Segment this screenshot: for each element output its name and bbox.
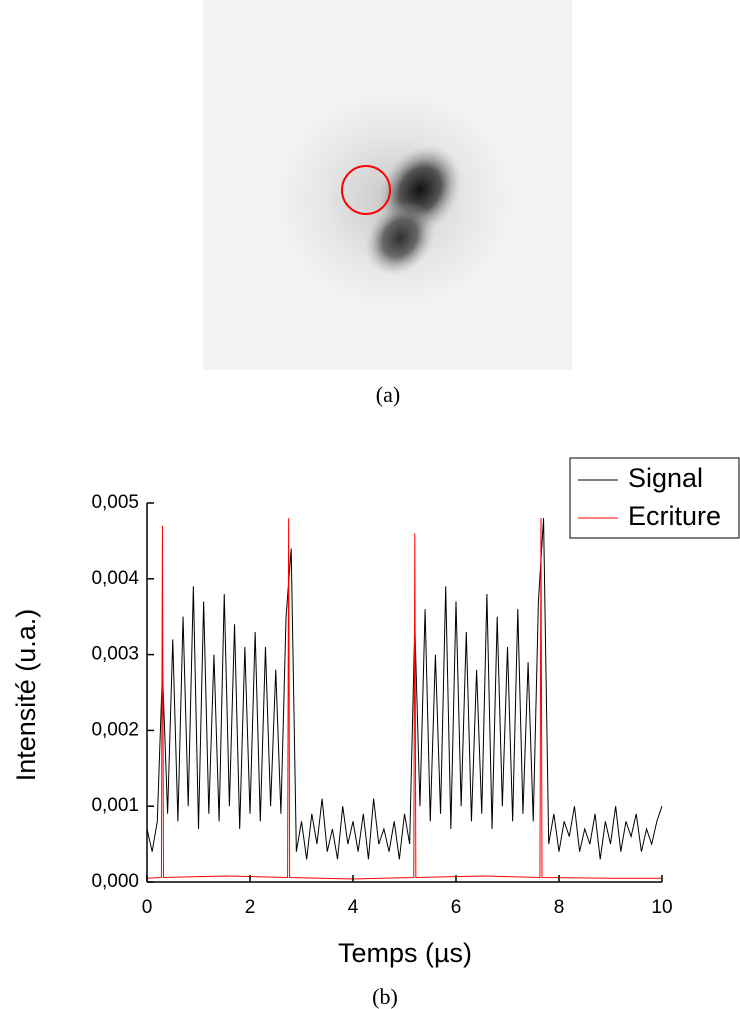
x-tick-label: 6 xyxy=(451,897,462,918)
x-tick-label: 0 xyxy=(142,897,153,918)
y-tick-label: 0,005 xyxy=(91,492,139,513)
x-tick-label: 8 xyxy=(554,897,565,918)
y-tick-label: 0,000 xyxy=(91,871,139,892)
caption-b: (b) xyxy=(372,984,398,1009)
legend-label: Signal xyxy=(628,463,703,493)
legend-box xyxy=(569,457,740,539)
caption-a: (a) xyxy=(376,382,400,407)
x-tick-label: 4 xyxy=(348,897,359,918)
y-axis-label: Intensité (u.a.) xyxy=(11,609,41,782)
y-tick-label: 0,002 xyxy=(91,719,139,740)
series-line xyxy=(146,518,662,880)
x-tick-label: 2 xyxy=(245,897,256,918)
x-tick-label: 10 xyxy=(651,897,672,918)
y-tick-label: 0,004 xyxy=(91,568,139,589)
x-axis-label: Temps (µs) xyxy=(338,938,472,968)
y-tick-label: 0,003 xyxy=(91,644,139,665)
image-a xyxy=(203,0,572,370)
y-tick-label: 0,001 xyxy=(91,795,139,816)
legend-label: Ecriture xyxy=(628,501,721,531)
series-line xyxy=(146,518,663,860)
